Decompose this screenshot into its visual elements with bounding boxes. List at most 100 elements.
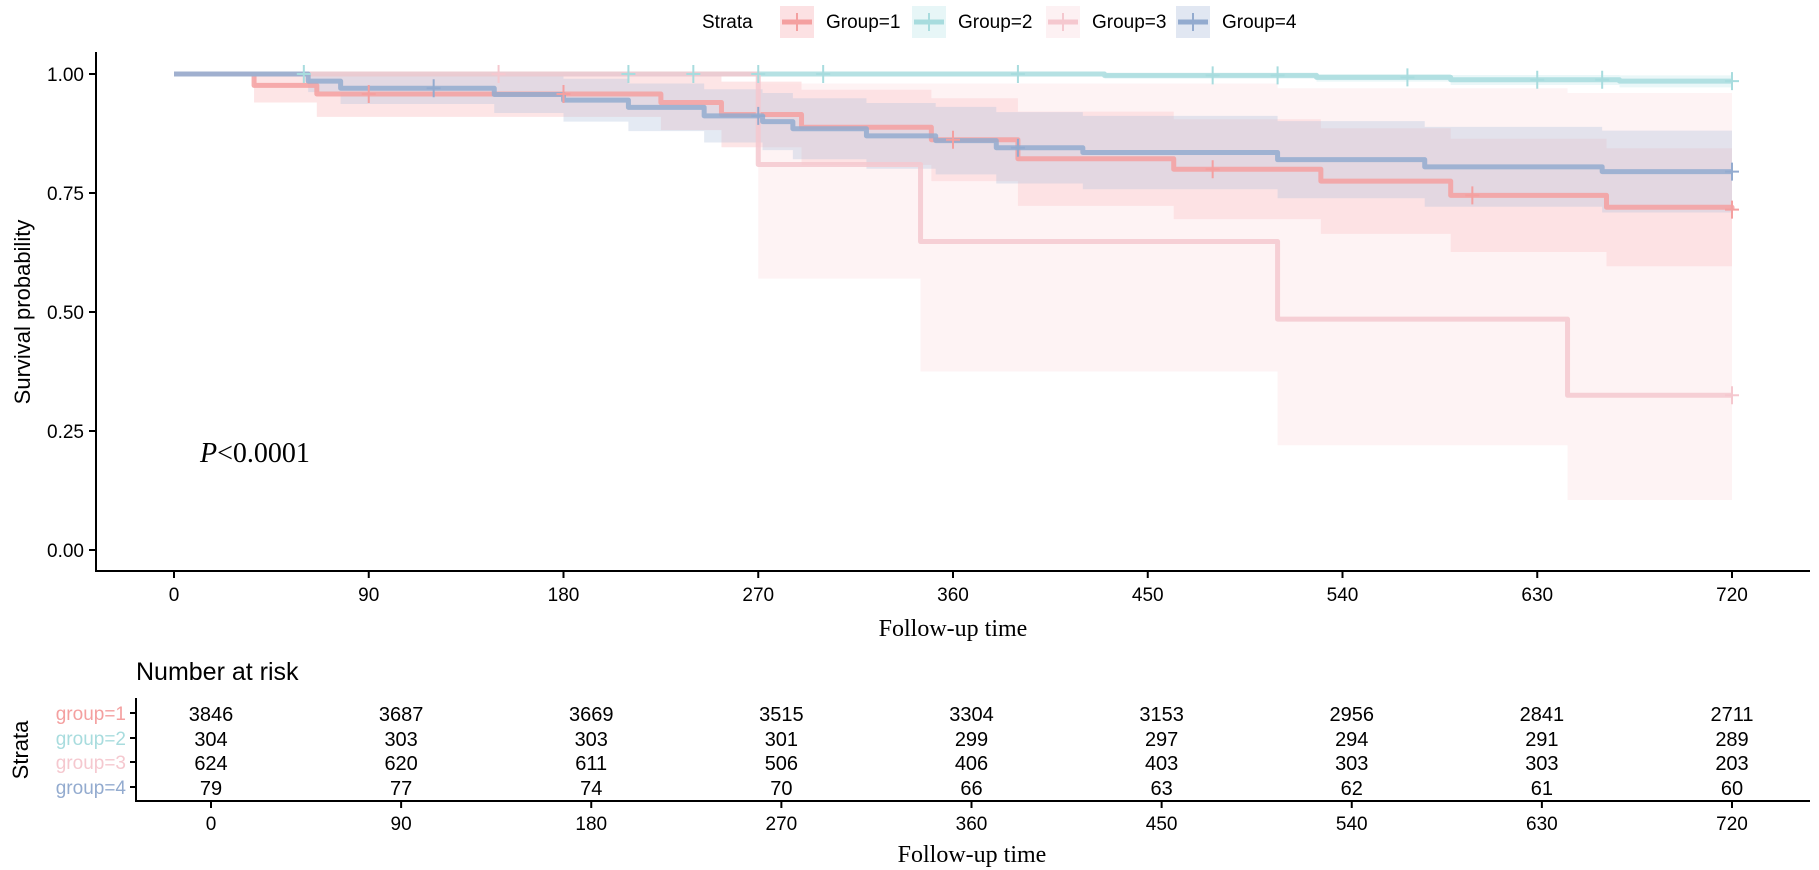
risk-cell: 2841 <box>1520 704 1565 726</box>
censor-mark-group-2 <box>1270 66 1285 85</box>
risk-cell: 624 <box>194 753 227 775</box>
x-tick-label: 450 <box>1132 585 1164 606</box>
risk-cell: 303 <box>1335 753 1368 775</box>
risk-x-tick-label: 270 <box>766 814 798 835</box>
risk-x-tick-label: 630 <box>1526 814 1558 835</box>
x-tick-label: 720 <box>1716 585 1748 606</box>
risk-cell: 2956 <box>1330 704 1375 726</box>
x-tick-label: 90 <box>358 585 379 606</box>
censor-mark-group-2 <box>1595 70 1610 89</box>
legend-label-group-4: Group=4 <box>1222 12 1297 33</box>
censor-mark-group-1 <box>1205 160 1220 179</box>
x-tick-label: 180 <box>548 585 580 606</box>
risk-cell: 3153 <box>1139 704 1184 726</box>
risk-x-tick-label: 360 <box>956 814 988 835</box>
censor-marks <box>296 65 1739 405</box>
risk-cell: 203 <box>1715 753 1748 775</box>
censor-mark-group-2 <box>1205 66 1220 85</box>
survival-curve-group-4 <box>174 71 1732 175</box>
p-value: <0.0001 <box>217 438 310 469</box>
risk-cell: 3846 <box>189 704 234 726</box>
censor-mark-group-3 <box>491 65 506 83</box>
risk-cell: 3304 <box>949 704 994 726</box>
risk-cell: 303 <box>1525 753 1558 775</box>
risk-table-ylabel: Strata <box>8 720 33 779</box>
risk-row-label-group-1: group=1 <box>56 704 126 725</box>
risk-cell: 299 <box>955 729 988 751</box>
p-label: P <box>199 438 217 469</box>
main-axes: 0 90 180 270 360 450 540 630 720 0.00 0.25 0.50 0.75… <box>47 52 1810 606</box>
risk-x-tick-label: 720 <box>1716 814 1748 835</box>
risk-cell: 60 <box>1721 778 1743 800</box>
legend-label-group-1: Group=1 <box>826 12 900 33</box>
risk-cell: 506 <box>765 753 798 775</box>
censor-mark-group-1 <box>361 84 376 103</box>
censor-mark-group-4 <box>751 106 766 125</box>
censor-mark-group-4 <box>426 79 441 98</box>
y-tick-label: 1.00 <box>47 65 84 86</box>
risk-row-label-group-3: group=3 <box>56 753 126 774</box>
censor-mark-group-2 <box>1530 70 1545 89</box>
risk-cell: 3669 <box>569 704 614 726</box>
ci-band-group-1 <box>174 74 1732 270</box>
y-axis-title: Survival probability <box>10 220 35 405</box>
risk-cell: 303 <box>575 729 608 751</box>
censor-mark-group-2 <box>1725 72 1739 91</box>
risk-x-tick-label: 180 <box>575 814 607 835</box>
risk-cell: 62 <box>1341 778 1363 800</box>
risk-cell: 403 <box>1145 753 1178 775</box>
risk-cell: 70 <box>770 778 792 800</box>
x-tick-label: 630 <box>1521 585 1553 606</box>
legend-label-group-3: Group=3 <box>1092 12 1166 33</box>
risk-cell: 289 <box>1715 729 1748 751</box>
censor-mark-group-4 <box>1010 138 1025 157</box>
risk-cell: 301 <box>765 729 798 751</box>
y-tick-label: 0.75 <box>47 184 84 205</box>
x-axis-title: Follow-up time <box>879 616 1028 642</box>
risk-x-tick-label: 0 <box>206 814 217 835</box>
risk-x-axis-title: Follow-up time <box>898 842 1047 868</box>
risk-cell: 79 <box>200 778 222 800</box>
censor-mark-group-1 <box>1725 200 1739 219</box>
p-value-annotation: P<0.0001 <box>199 438 310 469</box>
risk-cell: 611 <box>575 753 607 775</box>
censor-mark-group-2 <box>751 65 766 83</box>
risk-cell: 297 <box>1145 729 1178 751</box>
risk-cell: 294 <box>1335 729 1368 751</box>
risk-cell: 406 <box>955 753 988 775</box>
legend: Strata Group=1 Group=2 Group=3 Group=4 <box>702 6 1297 38</box>
censor-mark-group-2 <box>816 65 831 83</box>
risk-cell: 2711 <box>1710 704 1753 726</box>
risk-cell: 303 <box>384 729 417 751</box>
x-tick-label: 540 <box>1327 585 1359 606</box>
censor-mark-group-3 <box>1725 386 1739 405</box>
risk-cell: 3515 <box>759 704 804 726</box>
legend-title: Strata <box>702 12 753 33</box>
censor-mark-group-2 <box>1010 65 1025 83</box>
risk-table-title: Number at risk <box>136 658 299 686</box>
risk-cell: 63 <box>1151 778 1173 800</box>
censor-mark-group-2 <box>621 65 636 83</box>
risk-cell: 620 <box>384 753 417 775</box>
y-tick-label: 0.50 <box>47 303 84 324</box>
censor-mark-group-1 <box>556 84 571 103</box>
risk-cell: 291 <box>1525 729 1558 751</box>
y-tick-label: 0.25 <box>47 422 84 443</box>
risk-table: Number at risk Strata Follow-up time 0 90… <box>8 658 1810 868</box>
risk-cell: 304 <box>194 729 227 751</box>
risk-x-tick-label: 90 <box>391 814 412 835</box>
risk-cell: 74 <box>580 778 602 800</box>
y-tick-label: 0.00 <box>47 541 84 562</box>
risk-row-label-group-2: group=2 <box>56 729 126 750</box>
risk-cell: 61 <box>1531 778 1553 800</box>
censor-mark-group-2 <box>686 65 701 83</box>
x-tick-label: 270 <box>742 585 774 606</box>
censor-mark-group-1 <box>1465 186 1480 205</box>
censor-mark-group-4 <box>1725 162 1739 181</box>
censor-mark-group-2 <box>1400 68 1415 87</box>
risk-row-label-group-4: group=4 <box>56 778 127 799</box>
survival-curve-group-1 <box>174 71 1735 210</box>
risk-x-tick-label: 450 <box>1146 814 1178 835</box>
x-tick-label: 360 <box>937 585 969 606</box>
